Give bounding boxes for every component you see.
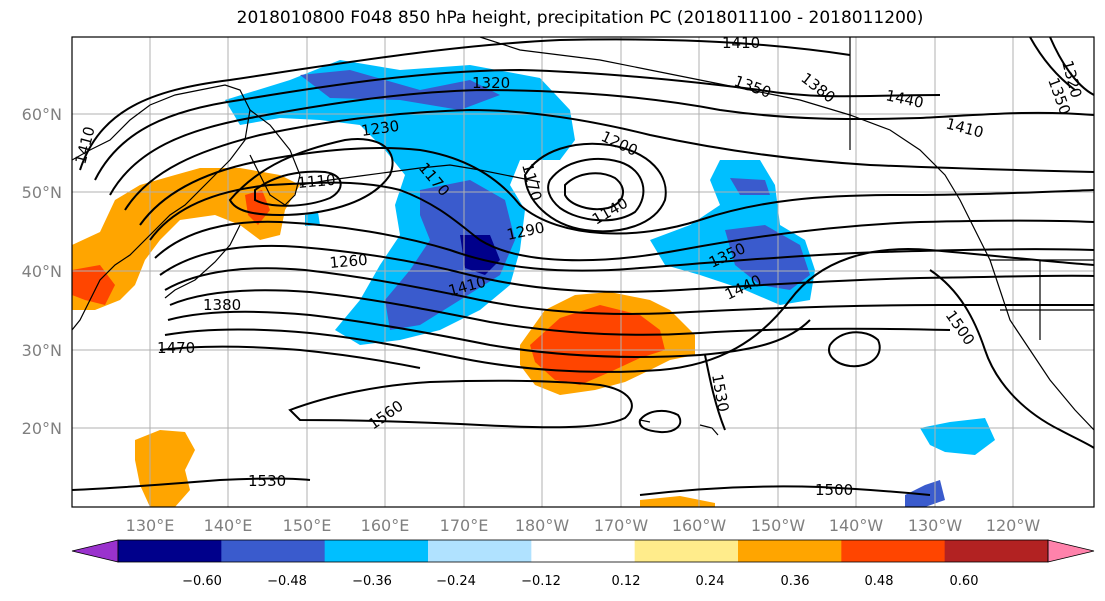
height-contours (72, 37, 1094, 496)
pos-region-japan-core2 (245, 190, 270, 225)
contour-label: 1500 (815, 481, 853, 499)
lat-label-20n: 20°N (22, 419, 62, 438)
contour-1500-s (639, 485, 931, 496)
colorbar-tick-label: 0.24 (696, 574, 725, 589)
contour-1530-loop (638, 409, 682, 434)
contour-1380-north (94, 68, 941, 181)
contour-1140 (564, 172, 624, 211)
colorbar-tick-label: 0.12 (612, 574, 641, 589)
contour-label: 1410 (722, 34, 760, 52)
contour-label: 1110 (297, 171, 337, 192)
lat-label-60n: 60°N (22, 105, 62, 124)
contour-1380-s (169, 289, 951, 336)
contour-label: 1470 (157, 339, 195, 357)
lon-label-120w: 120°W (986, 516, 1041, 535)
contour-1230 (228, 138, 394, 217)
contour-1560 (288, 379, 633, 429)
coast-hawaii (639, 419, 719, 436)
contour-1500-loop (828, 331, 881, 368)
contour-1530-mid (704, 354, 726, 431)
neg-region-alaska-north (300, 70, 500, 110)
contour-1350-s (164, 267, 1094, 315)
lon-label-130e: 130°E (126, 516, 175, 535)
neg-region-small (305, 212, 320, 226)
lon-label-160w: 160°W (672, 516, 727, 535)
contour-1200 (523, 142, 667, 233)
neg-region-bering-core (385, 180, 515, 330)
lat-label-40n: 40°N (22, 262, 62, 281)
map-title: 2018010800 F048 850 hPa height, precipit… (236, 8, 924, 28)
contour-ne (1049, 37, 1094, 96)
neg-region-se (920, 418, 995, 455)
pos-region-s (640, 496, 715, 507)
contour-1500-e (929, 269, 1094, 449)
precip-shading (72, 60, 995, 507)
colorbar-segment (944, 540, 1049, 562)
lon-label-150w: 150°W (751, 516, 806, 535)
contour-label: 1530 (248, 472, 286, 490)
lon-label-140w: 140°W (829, 516, 884, 535)
colorbar-segment (221, 540, 326, 562)
lon-label-150e: 150°E (283, 516, 332, 535)
neg-region-goa-core2 (730, 178, 770, 195)
colorbar-tick-label: 0.36 (781, 574, 810, 589)
contour-1290-s (154, 220, 1094, 272)
lon-label-160e: 160°E (361, 516, 410, 535)
contour-1410-north (79, 38, 851, 171)
pos-region-central-core (530, 305, 665, 385)
contour-ne2 (1029, 37, 1076, 91)
contour-1260 (149, 181, 1094, 262)
lon-label-180w: 180°W (515, 516, 570, 535)
lon-label-170w: 170°W (594, 516, 649, 535)
lat-label-50n: 50°N (22, 183, 62, 202)
coast-kamchatka (249, 109, 301, 206)
contour-1470 (159, 345, 421, 369)
colorbar-segment (841, 540, 946, 562)
colorbar-segment (428, 540, 532, 562)
coast-state-lines (1000, 260, 1094, 340)
colorbar-tick-label: −0.24 (436, 574, 476, 589)
lon-label-140e: 140°E (204, 516, 253, 535)
lon-label-170e: 170°E (440, 516, 489, 535)
colorbar-extend-low (71, 539, 119, 563)
lon-labels: 130°E 140°E 150°E 160°E 170°E 180°W 170°… (126, 516, 1041, 535)
contour-1170 (547, 158, 645, 222)
colorbar-segment (634, 540, 739, 562)
colorbar-tick-label: −0.12 (521, 574, 561, 589)
lat-labels: 60°N 50°N 40°N 30°N 20°N (22, 105, 62, 438)
coast-alaska (479, 37, 1094, 431)
colorbar-ticks: −0.60 −0.48 −0.36 −0.24 −0.12 0.12 0.24 … (182, 574, 978, 589)
colorbar-segment (118, 540, 222, 562)
colorbar-tick-label: 0.48 (865, 574, 894, 589)
colorbar-segment (531, 540, 636, 562)
colorbar-border (117, 539, 1049, 563)
graticule (72, 37, 1094, 507)
colorbar (71, 539, 1095, 563)
contour-label: 1260 (329, 251, 369, 272)
contour-label: 1230 (360, 117, 400, 140)
contour-1290-n (139, 147, 1094, 235)
colorbar-tick-label: 0.60 (950, 574, 979, 589)
contour-label: 1380 (203, 296, 241, 314)
colorbar-extend-high (1047, 539, 1095, 563)
map-border (71, 36, 1095, 508)
contour-1320-s (159, 244, 1094, 293)
contour-1530-s (72, 477, 311, 491)
colorbar-tick-label: −0.60 (182, 574, 222, 589)
contour-1350-north (109, 88, 1094, 196)
colorbar-tick-label: −0.48 (267, 574, 307, 589)
colorbar-segment (324, 540, 429, 562)
contour-1440 (164, 248, 1094, 373)
lon-label-130w: 130°W (908, 516, 963, 535)
contour-label: 1320 (472, 74, 510, 92)
lat-label-30n: 30°N (22, 341, 62, 360)
colorbar-tick-label: −0.36 (352, 574, 392, 589)
coast-asia (72, 84, 251, 331)
contour-1320-north (124, 108, 1094, 211)
coast-japan (164, 224, 241, 299)
colorbar-segment (738, 540, 842, 562)
contour-1110 (254, 170, 342, 207)
